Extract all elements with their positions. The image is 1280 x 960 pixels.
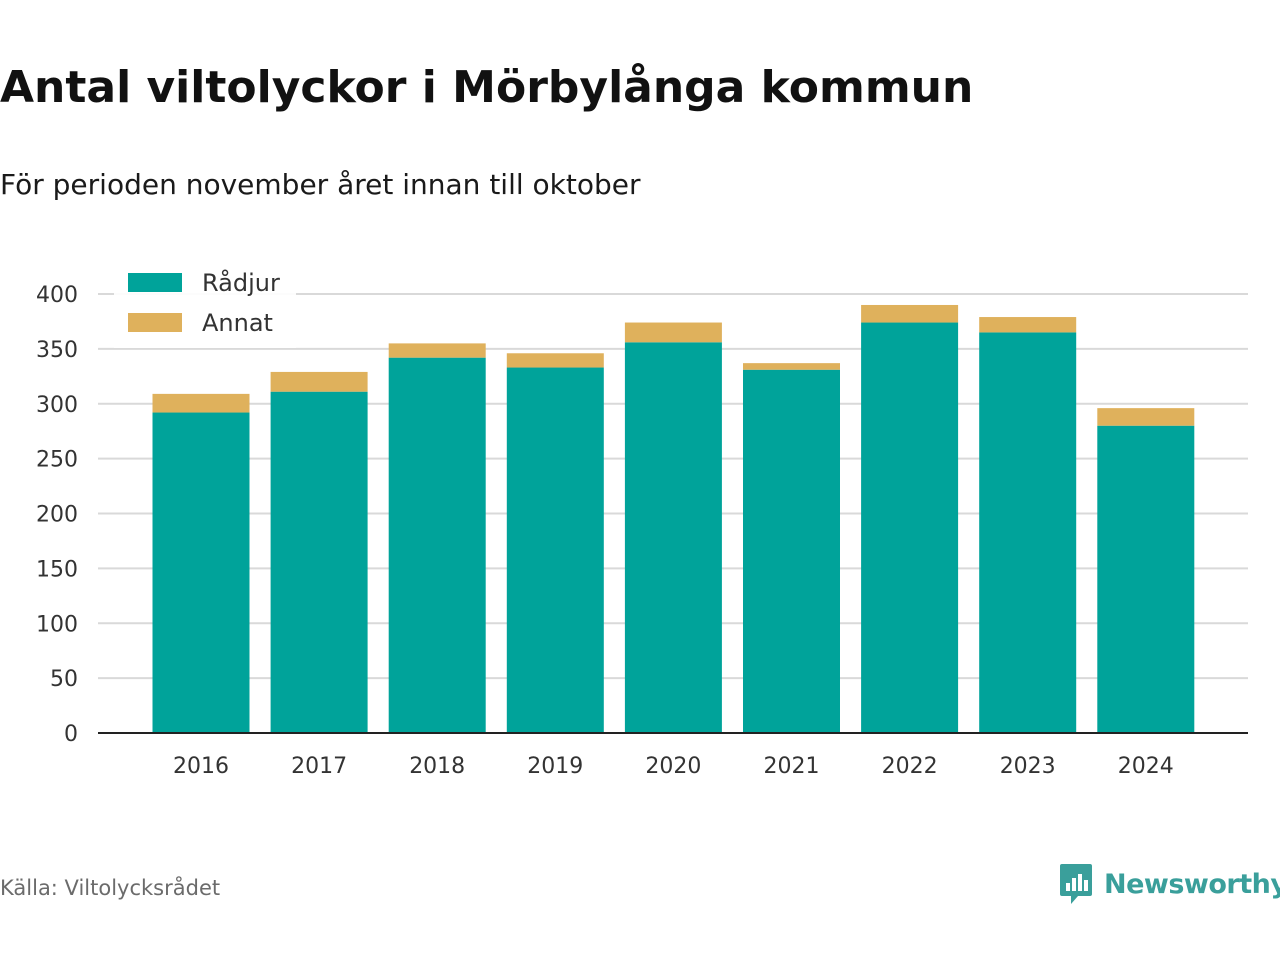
x-tick-label: 2016 xyxy=(173,754,229,779)
bar-annat-2024 xyxy=(1097,408,1195,426)
y-tick-label: 350 xyxy=(36,338,78,363)
bar-annat-2023 xyxy=(979,317,1077,333)
bar-radjur-2018 xyxy=(388,357,486,733)
bar-radjur-2016 xyxy=(152,412,250,733)
bar-annat-2021 xyxy=(743,363,840,370)
x-tick-label: 2021 xyxy=(764,754,820,779)
y-tick-label: 300 xyxy=(36,393,78,418)
bar-radjur-2017 xyxy=(270,391,368,733)
bar-radjur-2019 xyxy=(506,367,604,733)
source-note: Källa: Viltolycksrådet xyxy=(0,876,221,900)
y-tick-label: 250 xyxy=(36,448,78,473)
bar-annat-2022 xyxy=(861,304,959,323)
bar-radjur-2024 xyxy=(1097,425,1195,733)
legend-label-annat: Annat xyxy=(202,309,273,337)
chart-title: Antal viltolyckor i Mörbylånga kommun xyxy=(0,62,974,113)
bar-annat-2020 xyxy=(624,322,722,343)
x-tick-label: 2018 xyxy=(409,754,465,779)
legend-swatch-annat xyxy=(128,313,182,332)
x-tick-label: 2017 xyxy=(291,754,347,779)
bar-chart-speech-bubble-icon xyxy=(1060,864,1092,904)
x-tick-label: 2024 xyxy=(1118,754,1174,779)
y-tick-label: 100 xyxy=(36,612,78,637)
legend-swatch-radjur xyxy=(128,273,182,292)
chart-subtitle: För perioden november året innan till ok… xyxy=(0,168,641,201)
bars xyxy=(152,304,1195,733)
y-tick-label: 0 xyxy=(64,722,78,747)
bar-annat-2016 xyxy=(152,393,250,413)
bar-annat-2018 xyxy=(388,343,486,358)
y-tick-label: 50 xyxy=(50,667,78,692)
x-tick-label: 2019 xyxy=(527,754,583,779)
bar-radjur-2023 xyxy=(979,332,1077,733)
y-tick-label: 150 xyxy=(36,557,78,582)
y-tick-label: 400 xyxy=(36,283,78,308)
x-tick-label: 2023 xyxy=(1000,754,1056,779)
bar-annat-2017 xyxy=(270,371,368,392)
y-axis-tick-labels: 0 50 100 150 200 250 300 350 400 xyxy=(36,283,78,747)
bar-radjur-2021 xyxy=(743,369,840,733)
legend: Rådjur Annat xyxy=(114,262,296,348)
x-tick-label: 2022 xyxy=(882,754,938,779)
x-axis-tick-labels: 2016 2017 2018 2019 2020 2021 2022 2023 2024 xyxy=(173,754,1174,779)
legend-label-radjur: Rådjur xyxy=(202,268,280,297)
newsworthy-logo: Newsworthy xyxy=(1058,862,1280,906)
bar-radjur-2020 xyxy=(624,342,722,733)
brand-name: Newsworthy xyxy=(1104,868,1280,900)
bar-annat-2019 xyxy=(506,353,604,368)
y-tick-label: 200 xyxy=(36,503,78,528)
x-tick-label: 2020 xyxy=(645,754,701,779)
bar-radjur-2022 xyxy=(861,322,959,733)
